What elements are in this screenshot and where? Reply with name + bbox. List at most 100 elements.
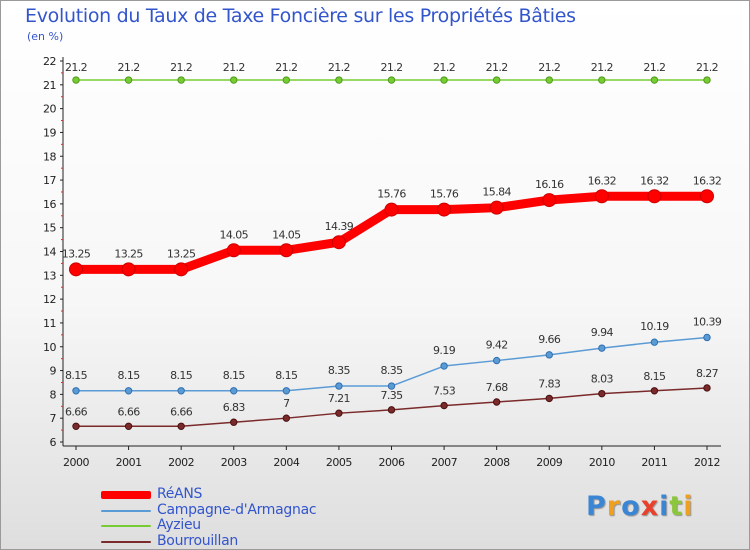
- data-label: 9.66: [538, 333, 561, 346]
- data-point: [174, 262, 189, 277]
- legend-swatch: [101, 509, 151, 512]
- data-label: 6.83: [223, 401, 246, 414]
- data-label: 13.25: [114, 247, 143, 260]
- series-3: 6.66 6.66 6.66 6.83 7 7.21 7.35 7.53 7.68 7.83 8.0…: [65, 367, 719, 430]
- data-point: [492, 356, 501, 365]
- legend-item: RéANS: [101, 486, 361, 503]
- x-tick-label: 2009: [536, 456, 562, 469]
- data-label: 8.27: [696, 367, 719, 380]
- legend-swatch: [101, 491, 151, 499]
- data-point: [177, 387, 185, 395]
- data-point: [124, 422, 133, 430]
- data-label: 8.35: [328, 364, 351, 377]
- data-label: 21.2: [328, 61, 350, 74]
- x-tick-label: 2010: [589, 456, 615, 469]
- data-label: 10.19: [640, 320, 669, 333]
- data-label: 15.76: [377, 188, 406, 201]
- data-label: 15.76: [430, 188, 459, 201]
- data-point: [177, 422, 185, 430]
- data-point: [121, 262, 136, 277]
- logo-letter: t: [669, 491, 684, 522]
- data-point: [124, 76, 133, 84]
- data-label: 14.05: [220, 228, 249, 241]
- data-point: [72, 422, 80, 430]
- data-label: 21.2: [170, 61, 192, 74]
- y-tick-label: 9: [50, 365, 57, 378]
- x-tick-label: 2011: [641, 456, 667, 469]
- data-point: [72, 76, 80, 84]
- data-label: 16.16: [535, 178, 564, 191]
- x-tick-label: 2007: [431, 456, 457, 469]
- proxiti-logo: Proxiti: [586, 491, 694, 522]
- data-label: 21.2: [433, 61, 455, 74]
- legend-swatch: [101, 525, 151, 527]
- y-tick-label: 10: [43, 341, 56, 354]
- x-tick-label: 2002: [168, 456, 194, 469]
- data-point: [440, 401, 448, 410]
- data-point: [440, 362, 448, 370]
- data-point: [703, 384, 711, 392]
- data-point: [387, 76, 396, 84]
- y-tick-label: 13: [43, 269, 56, 282]
- y-tick-label: 7: [50, 412, 57, 425]
- data-label: 7.53: [433, 385, 456, 398]
- data-point: [384, 202, 399, 217]
- data-label: 21.2: [380, 61, 402, 74]
- legend-label: Campagne-d'Armagnac: [157, 501, 317, 518]
- data-point: [545, 394, 553, 403]
- logo-letter: o: [621, 491, 641, 522]
- data-label: 21.2: [538, 61, 560, 74]
- data-label: 9.94: [591, 326, 614, 339]
- data-point: [492, 398, 501, 406]
- data-label: 7.68: [486, 381, 509, 394]
- data-point: [700, 189, 714, 204]
- data-label: 7: [283, 397, 290, 410]
- y-tick-label: 11: [43, 317, 56, 330]
- data-point: [331, 235, 346, 250]
- data-point: [387, 406, 396, 414]
- data-point: [335, 76, 343, 84]
- series-layer: 21.2 21.2 21.2 21.2 21.2 21.2 21.2 21.2 21.2 21.2…: [62, 61, 722, 430]
- data-point: [335, 409, 343, 417]
- data-label: 21.2: [223, 61, 245, 74]
- logo-letter: r: [606, 491, 622, 522]
- logo-letter: i: [659, 491, 670, 522]
- data-label: 9.42: [486, 339, 508, 352]
- data-label: 13.25: [62, 247, 91, 260]
- series-0: 13.25 13.25 13.25 14.05 14.05 14.39 15.76 15.76…: [62, 174, 722, 277]
- data-label: 8.15: [643, 370, 666, 383]
- y-tick-label: 17: [43, 174, 56, 187]
- legend: RéANS Campagne-d'Armagnac Ayzieu Bourrouill…: [101, 486, 361, 549]
- data-point: [598, 344, 606, 352]
- chart-title: Evolution du Taux de Taxe Foncière sur l…: [25, 5, 576, 27]
- data-label: 14.05: [272, 228, 301, 241]
- data-point: [282, 387, 291, 395]
- legend-label: RéANS: [157, 486, 203, 502]
- data-point: [703, 333, 711, 342]
- data-point: [594, 189, 609, 204]
- axes: 6 7 8 9 10 11 12 13 14 15 16 17 18 19 20 21 22 2000 2001 20…: [43, 55, 721, 469]
- data-label: 21.2: [275, 61, 297, 74]
- data-point: [647, 189, 662, 204]
- data-label: 13.25: [167, 247, 196, 260]
- y-tick-label: 12: [43, 293, 56, 306]
- data-label: 8.15: [118, 369, 141, 382]
- data-label: 6.66: [170, 405, 193, 418]
- data-point: [230, 76, 238, 84]
- data-label: 8.15: [223, 369, 246, 382]
- y-tick-label: 14: [43, 246, 56, 259]
- data-point: [545, 76, 553, 84]
- y-tick-label: 6: [50, 436, 57, 449]
- data-point: [650, 338, 659, 346]
- data-point: [598, 76, 606, 84]
- x-tick-label: 2004: [273, 456, 299, 469]
- data-label: 10.39: [693, 315, 722, 328]
- data-label: 16.32: [640, 174, 669, 187]
- y-tick-label: 22: [43, 55, 56, 68]
- data-point: [387, 382, 396, 390]
- data-label: 7.21: [328, 392, 350, 405]
- logo-letter: x: [640, 491, 660, 522]
- data-point: [542, 193, 557, 208]
- data-point: [177, 76, 185, 84]
